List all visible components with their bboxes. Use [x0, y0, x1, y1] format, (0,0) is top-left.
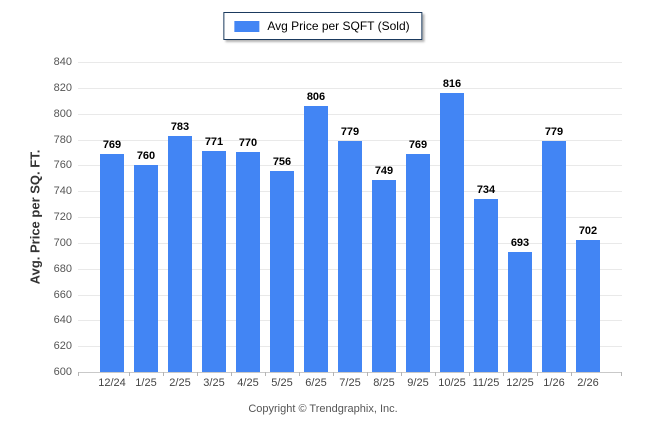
bar-value-label: 806 — [306, 90, 326, 103]
bar-10/25 — [440, 93, 464, 372]
bar-value-label: 771 — [204, 136, 224, 149]
legend-color-swatch — [234, 20, 260, 32]
bar-3/25 — [202, 151, 226, 372]
y-axis-tick-label: 740 — [53, 185, 72, 198]
x-axis-tick-label: 2/26 — [577, 377, 599, 389]
x-axis-tick — [78, 372, 79, 376]
y-axis-tick-label: 820 — [53, 81, 72, 94]
x-axis-tick — [621, 372, 622, 376]
y-axis-tick-label: 800 — [53, 107, 72, 120]
bar-value-label: 769 — [408, 138, 428, 151]
bar-12/25 — [508, 251, 532, 372]
bar-value-label: 779 — [340, 125, 360, 138]
x-axis-tick-label: 12/25 — [506, 377, 534, 389]
x-axis-tick-label: 3/25 — [203, 377, 225, 389]
chart-legend: Avg Price per SQFT (Sold) — [223, 12, 423, 40]
x-axis-tick — [129, 372, 130, 376]
bar-1/25 — [134, 165, 158, 372]
x-axis-tick — [537, 372, 538, 376]
x-axis-tick — [469, 372, 470, 376]
bar-12/24 — [100, 153, 124, 372]
x-axis-tick — [163, 372, 164, 376]
y-axis-tick-label: 680 — [53, 262, 72, 275]
x-axis-tick-label: 5/25 — [271, 377, 293, 389]
x-axis-tick — [197, 372, 198, 376]
x-axis-tick — [367, 372, 368, 376]
bar-value-label: 779 — [544, 125, 564, 138]
gridline — [78, 139, 622, 141]
y-axis-tick-label: 700 — [53, 236, 72, 249]
x-axis-tick — [503, 372, 504, 376]
copyright-text: Copyright © Trendgraphix, Inc. — [248, 403, 398, 415]
x-axis-tick-label: 1/26 — [543, 377, 565, 389]
x-axis-tick-label: 4/25 — [237, 377, 259, 389]
gridline — [78, 62, 622, 63]
bar-4/25 — [236, 152, 260, 372]
x-axis-tick — [401, 372, 402, 376]
bar-9/25 — [406, 153, 430, 372]
bar-11/25 — [474, 198, 498, 372]
x-axis-tick-label: 11/25 — [472, 377, 500, 389]
bar-value-label: 749 — [374, 164, 394, 177]
bar-8/25 — [372, 179, 396, 372]
plot-area: 769 760 783 771 770 756 806 779 749 769 816 734 693 7… — [78, 62, 622, 376]
x-axis-labels: 12/24 1/25 2/25 3/25 4/25 5/25 6/25 7/25 8/25 9/2… — [78, 377, 622, 391]
x-axis-tick — [571, 372, 572, 376]
x-axis-tick-label: 1/25 — [135, 377, 157, 389]
x-axis-tick — [265, 372, 266, 376]
x-axis-tick-label: 8/25 — [373, 377, 395, 389]
bar-1/26 — [542, 140, 566, 372]
y-axis-tick-label: 780 — [53, 133, 72, 146]
y-axis-tick-label: 720 — [53, 211, 72, 223]
x-axis-tick-label: 2/25 — [169, 377, 191, 389]
y-axis-labels: 600 620 640 660 680 700 720 740 760 780 800 820 840 — [38, 56, 72, 378]
bar-2/26 — [576, 240, 600, 372]
y-axis-tick-label: 620 — [53, 340, 72, 353]
bar-value-label: 816 — [442, 78, 462, 90]
bar-value-label: 756 — [272, 155, 292, 168]
bar-value-label: 760 — [136, 150, 156, 163]
x-axis-tick-label: 10/25 — [438, 377, 466, 389]
x-axis-tick-label: 7/25 — [339, 377, 361, 389]
bar-value-label: 769 — [102, 138, 122, 151]
bar-value-label: 693 — [510, 236, 530, 249]
x-axis-tick — [435, 372, 436, 376]
x-axis-tick — [231, 372, 232, 376]
x-axis-tick-label: 9/25 — [407, 377, 429, 389]
y-axis-tick-label: 760 — [53, 159, 72, 172]
bar-7/25 — [338, 140, 362, 372]
bar-value-label: 734 — [476, 183, 496, 196]
y-axis-tick-label: 600 — [53, 366, 72, 378]
y-axis-tick-label: 840 — [53, 56, 72, 68]
bar-5/25 — [270, 170, 294, 372]
legend-label: Avg Price per SQFT (Sold) — [267, 19, 410, 33]
bar-value-label: 770 — [238, 137, 258, 150]
gridline — [78, 113, 622, 115]
x-axis-tick — [333, 372, 334, 376]
x-axis-tick — [299, 372, 300, 376]
x-axis-tick-label: 6/25 — [305, 377, 327, 389]
y-axis-tick-label: 640 — [53, 314, 72, 327]
gridline — [78, 87, 622, 89]
bar-value-label: 702 — [578, 225, 598, 238]
y-axis-tick-label: 660 — [53, 288, 72, 301]
bar-value-label: 783 — [170, 120, 190, 133]
x-axis-tick-label: 12/24 — [98, 377, 126, 389]
bar-2/25 — [168, 135, 192, 372]
bar-6/25 — [304, 105, 328, 372]
